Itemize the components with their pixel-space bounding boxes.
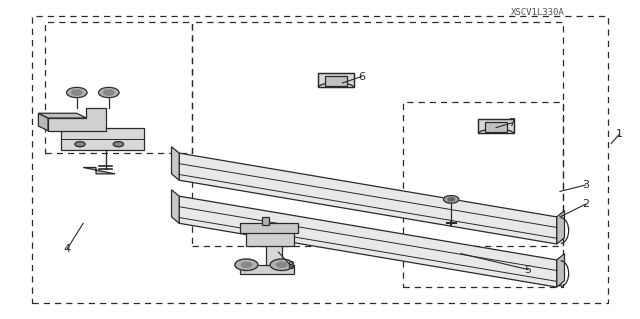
Text: 3: 3 <box>582 180 589 190</box>
Polygon shape <box>262 217 269 225</box>
Circle shape <box>241 262 252 267</box>
Circle shape <box>276 262 287 267</box>
Polygon shape <box>557 254 564 287</box>
Polygon shape <box>240 223 298 233</box>
Circle shape <box>235 259 258 271</box>
Polygon shape <box>557 211 564 244</box>
Polygon shape <box>479 119 514 133</box>
Polygon shape <box>61 128 144 150</box>
Circle shape <box>67 87 87 98</box>
Text: 4: 4 <box>63 244 71 254</box>
Circle shape <box>99 87 119 98</box>
Circle shape <box>113 142 124 147</box>
Text: 1: 1 <box>616 129 623 139</box>
Polygon shape <box>38 113 86 118</box>
Circle shape <box>448 198 454 201</box>
Polygon shape <box>319 73 354 87</box>
Circle shape <box>75 142 85 147</box>
Text: 2: 2 <box>582 199 589 209</box>
Polygon shape <box>172 190 179 223</box>
Polygon shape <box>38 113 48 131</box>
Polygon shape <box>179 153 557 244</box>
Text: 8: 8 <box>287 261 295 271</box>
Text: 6: 6 <box>358 71 365 82</box>
Polygon shape <box>266 242 282 265</box>
Circle shape <box>104 90 114 95</box>
Polygon shape <box>172 147 179 180</box>
Circle shape <box>444 196 459 203</box>
Circle shape <box>72 90 82 95</box>
Polygon shape <box>326 76 347 86</box>
Polygon shape <box>240 265 294 274</box>
Polygon shape <box>246 230 294 246</box>
Text: XSCV1L330A: XSCV1L330A <box>511 8 564 17</box>
Polygon shape <box>48 108 106 131</box>
Text: 7: 7 <box>508 118 516 128</box>
Polygon shape <box>83 167 115 174</box>
Circle shape <box>270 259 293 271</box>
Polygon shape <box>179 196 557 287</box>
Text: 5: 5 <box>525 264 531 275</box>
Polygon shape <box>486 122 507 132</box>
